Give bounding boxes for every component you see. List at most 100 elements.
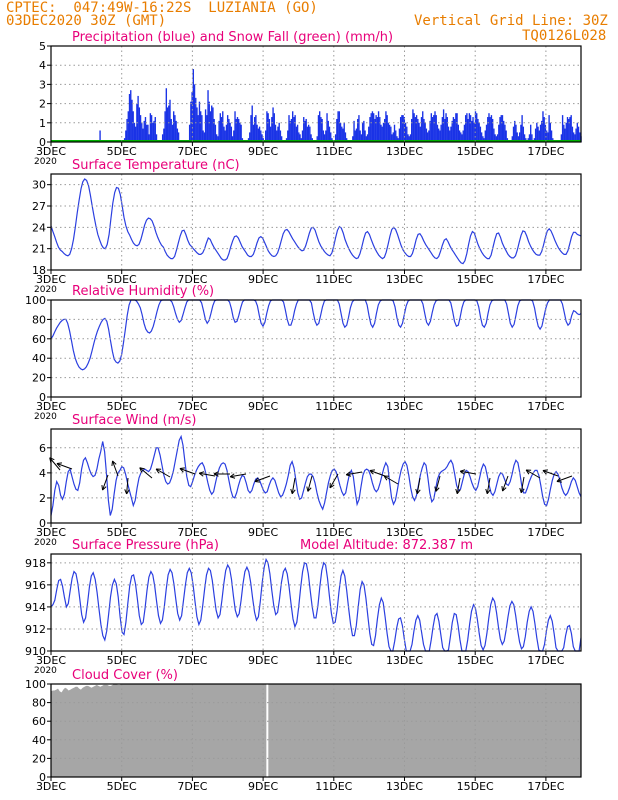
wind-arrow	[519, 476, 525, 494]
precip-bar	[355, 128, 358, 142]
precip-bar	[435, 115, 437, 142]
precip-bar	[408, 136, 410, 142]
precip-bar	[320, 117, 322, 142]
precip-bar	[250, 115, 252, 142]
x-tick-label: 9DEC	[248, 400, 278, 413]
precip-bar	[204, 109, 207, 142]
panel-title: Precipitation (blue) and Snow Fall (gree…	[72, 30, 393, 45]
precip-bar	[520, 124, 522, 142]
precip-bar	[276, 130, 278, 142]
precip-bar	[274, 124, 277, 142]
precip-bar	[132, 111, 134, 142]
precip-bar	[495, 136, 498, 142]
precip-bar	[577, 126, 580, 142]
y-tick-label: 918	[25, 557, 46, 570]
precip-bar	[482, 136, 484, 142]
precip-bar	[153, 120, 155, 142]
wind-arrow-shaft	[435, 475, 441, 492]
panel-title: Cloud Cover (%)	[72, 668, 178, 683]
precip-bar	[163, 128, 165, 142]
precip-bar	[229, 122, 231, 142]
x-tick-label: 5DEC	[107, 780, 137, 793]
y-tick-label: 4	[39, 467, 46, 480]
precip-bar	[440, 124, 442, 142]
precip-bar	[480, 132, 483, 142]
precip-bar	[154, 117, 156, 142]
precip-bar	[249, 132, 251, 142]
precip-bar	[491, 118, 494, 142]
precip-bar	[390, 126, 392, 142]
precip-bar	[498, 124, 500, 142]
precip-bar	[447, 126, 450, 142]
wind-arrow-head	[101, 485, 104, 491]
wind-arrow	[179, 467, 196, 475]
precip-bar	[392, 132, 394, 142]
precip-bar	[148, 134, 150, 142]
precip-bar	[165, 88, 168, 142]
wind-arrow-head	[49, 457, 52, 463]
precip-bar	[463, 124, 466, 142]
wind-arrow-head	[460, 469, 466, 472]
precip-bar	[379, 117, 381, 142]
precip-bar	[224, 130, 226, 142]
precip-bar	[176, 128, 179, 142]
y-tick-label: 0	[39, 517, 46, 530]
precip-bar	[325, 130, 327, 142]
precip-bar	[280, 136, 283, 142]
precip-bar	[565, 122, 567, 142]
precip-bar	[164, 111, 166, 142]
precip-bar	[425, 128, 428, 142]
x-tick-label: 3DEC	[36, 526, 66, 539]
plot-frame	[50, 45, 582, 143]
wind-arrow-shaft	[456, 477, 461, 494]
precip-bar	[517, 136, 520, 142]
precip-bar	[177, 132, 180, 142]
precip-bar	[192, 69, 195, 142]
precip-bar	[273, 113, 275, 142]
precip-bar	[549, 122, 552, 142]
precip-bar	[352, 136, 354, 142]
wind-arrow-shaft	[254, 475, 271, 482]
precip-bar	[453, 118, 456, 142]
y-tick-label: 20	[32, 752, 46, 765]
wind-arrow-shaft	[179, 468, 196, 475]
precip-bar	[364, 130, 366, 142]
precip-bar	[542, 111, 544, 142]
precip-bar	[468, 113, 471, 142]
precip-bar	[288, 115, 290, 142]
precip-bar	[485, 124, 488, 142]
cloud-cover-area	[51, 684, 581, 777]
precip-bar	[576, 122, 579, 142]
precip-bar	[504, 124, 506, 142]
precip-bar	[330, 132, 332, 142]
x-tick-label: 13DEC	[386, 654, 423, 667]
precip-bar	[381, 126, 383, 142]
precip-bar	[431, 117, 434, 142]
y-tick-label: 0	[39, 771, 46, 784]
precip-bar	[128, 94, 131, 142]
y-tick-label: 914	[25, 601, 46, 614]
precip-bar	[149, 113, 152, 142]
precip-bar	[214, 124, 217, 142]
precip-bar	[518, 132, 521, 142]
wind-arrow-head	[346, 474, 352, 477]
wind-arrow-head	[254, 477, 259, 482]
precip-bar	[489, 117, 491, 142]
x-tick-label: 7DEC	[177, 526, 207, 539]
wind-arrow-head	[501, 486, 504, 492]
precip-bar	[372, 113, 375, 142]
wind-arrow-head	[459, 470, 465, 475]
wind-arrow-head	[520, 488, 525, 494]
wind-arrow-head	[56, 463, 61, 468]
x-tick-label: 3DEC	[36, 654, 66, 667]
header-run-time: 03DEC2020 30Z (GMT)	[6, 13, 167, 29]
precip-bar	[360, 134, 363, 142]
series-line	[50, 557, 582, 652]
wind-arrow-shaft	[199, 472, 216, 477]
precip-bar	[439, 130, 441, 142]
precip-bar	[476, 113, 478, 142]
year-label: 2020	[34, 538, 57, 548]
precip-bar	[548, 115, 550, 142]
precip-bar	[473, 122, 475, 142]
wind-arrow-head	[199, 471, 205, 474]
